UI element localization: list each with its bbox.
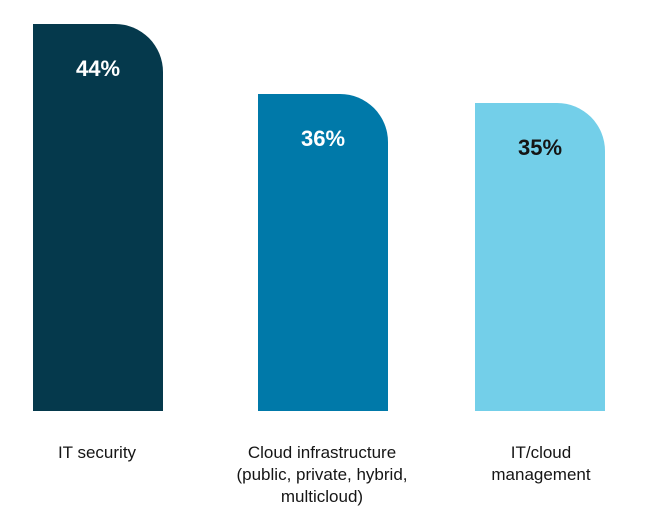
bar-value-label: 36% [300, 126, 346, 151]
category-label: Cloud infrastructure (public, private, h… [236, 443, 408, 506]
bar-value-label: 35% [517, 135, 563, 160]
category-label: IT/cloud management [491, 443, 591, 484]
bar-value-label: 44% [75, 56, 121, 81]
bar-3: 35% [475, 103, 605, 411]
category-label: IT security [57, 443, 137, 462]
bar-1: 44% [33, 24, 163, 411]
bar-2: 36% [258, 94, 388, 411]
